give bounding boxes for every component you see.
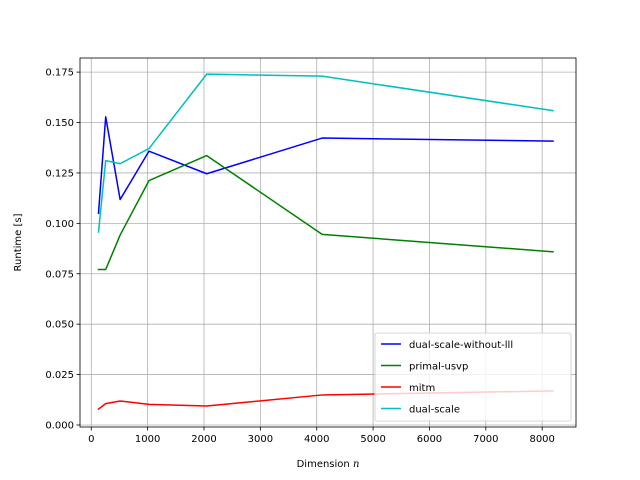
legend: dual-scale-without-lll primal-usvp mitm dua… (374, 332, 572, 422)
series-line-dual-scale-without-lll (97, 116, 554, 215)
series-line-mitm (97, 390, 554, 411)
series-lines (97, 73, 554, 411)
x-tick-label: 1000 (135, 434, 160, 445)
x-axis-label: Dimension n (297, 459, 360, 470)
y-tick-label: 0.025 (45, 370, 74, 381)
x-tick-label: 7000 (473, 434, 498, 445)
x-axis-label-text: Dimension (297, 459, 350, 470)
legend-box (374, 332, 572, 422)
legend-label: dual-scale (409, 405, 460, 416)
legend-label: primal-usvp (409, 362, 468, 373)
series-line-primal-usvp (97, 154, 554, 271)
y-axis-label: Runtime [s] (13, 213, 24, 271)
y-tick-label: 0.100 (45, 219, 74, 230)
x-tick-label: 2000 (191, 434, 216, 445)
y-tick-label: 0.050 (45, 320, 74, 331)
x-tick-label: 0 (88, 434, 94, 445)
x-tick-label: 5000 (360, 434, 385, 445)
y-tick-label: 0.150 (45, 118, 74, 129)
y-tick-label: 0.075 (45, 269, 74, 280)
x-axis-label-var: n (353, 459, 359, 470)
legend-label: dual-scale-without-lll (409, 340, 513, 351)
x-tick-label: 3000 (248, 434, 273, 445)
x-tick-label: 4000 (304, 434, 329, 445)
x-tick-label: 8000 (529, 434, 554, 445)
legend-label: mitm (409, 383, 435, 394)
axis-ticks: 0 1000 2000 3000 4000 5000 6000 7000 8000 0.000 0.… (45, 68, 555, 445)
plot-frame (79, 57, 577, 428)
series-line-dual-scale (97, 73, 554, 233)
y-tick-label: 0.125 (45, 168, 74, 179)
y-tick-label: 0.175 (45, 68, 74, 79)
y-tick-label: 0.000 (45, 420, 74, 431)
x-tick-label: 6000 (417, 434, 442, 445)
